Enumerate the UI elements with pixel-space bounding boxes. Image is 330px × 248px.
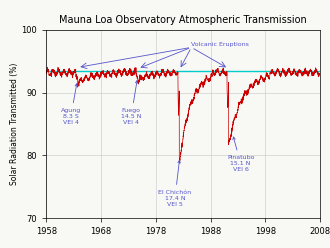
Y-axis label: Solar Radiation Transmitted (%): Solar Radiation Transmitted (%) bbox=[10, 63, 18, 185]
Text: Pinatubo
15.1 N
VEI 6: Pinatubo 15.1 N VEI 6 bbox=[227, 137, 254, 172]
Text: Fuego
14.5 N
VEI 4: Fuego 14.5 N VEI 4 bbox=[121, 81, 141, 125]
Text: El Chichón
17.4 N
VEI 5: El Chichón 17.4 N VEI 5 bbox=[158, 160, 191, 207]
Text: Volcanic Eruptions: Volcanic Eruptions bbox=[191, 42, 249, 47]
Title: Mauna Loa Observatory Atmospheric Transmission: Mauna Loa Observatory Atmospheric Transm… bbox=[59, 15, 307, 25]
Text: Agung
8.3 S
VEI 4: Agung 8.3 S VEI 4 bbox=[61, 84, 81, 125]
